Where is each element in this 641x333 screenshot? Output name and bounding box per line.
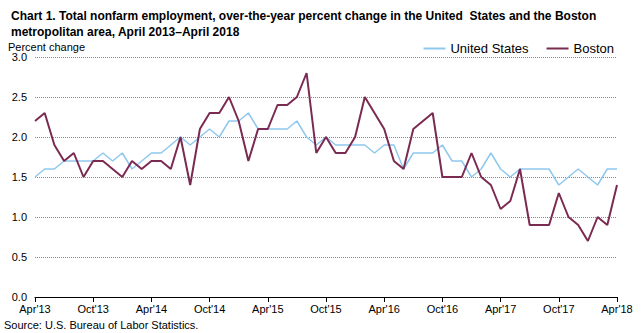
svg-text:Boston: Boston: [574, 41, 614, 56]
svg-text:Oct'15: Oct'15: [310, 303, 341, 315]
svg-text:Oct'13: Oct'13: [77, 303, 108, 315]
svg-text:3.0: 3.0: [12, 51, 27, 63]
svg-text:Source: U.S. Bureau of Labor S: Source: U.S. Bureau of Labor Statistics.: [4, 319, 198, 331]
svg-text:Apr'18: Apr'18: [601, 303, 632, 315]
svg-text:Apr'17: Apr'17: [485, 303, 516, 315]
svg-text:Apr'14: Apr'14: [136, 303, 167, 315]
svg-text:metropolitan area, April 2013–: metropolitan area, April 2013–April 2018: [11, 25, 240, 39]
svg-text:Oct'17: Oct'17: [543, 303, 574, 315]
svg-text:Oct'16: Oct'16: [427, 303, 458, 315]
svg-text:2.5: 2.5: [12, 91, 27, 103]
svg-text:Percent change: Percent change: [8, 40, 86, 53]
svg-text:1.0: 1.0: [12, 211, 27, 223]
svg-text:1.5: 1.5: [12, 171, 27, 183]
svg-text:Apr'13: Apr'13: [19, 303, 50, 315]
svg-text:Oct'14: Oct'14: [194, 303, 225, 315]
svg-text:Apr'15: Apr'15: [252, 303, 283, 315]
svg-text:Chart 1. Total nonfarm employm: Chart 1. Total nonfarm employment, over-…: [11, 9, 600, 23]
svg-text:Apr'16: Apr'16: [368, 303, 399, 315]
svg-text:0.0: 0.0: [12, 291, 27, 303]
svg-text:0.5: 0.5: [12, 251, 27, 263]
svg-text:United States: United States: [450, 41, 529, 56]
svg-text:2.0: 2.0: [12, 131, 27, 143]
